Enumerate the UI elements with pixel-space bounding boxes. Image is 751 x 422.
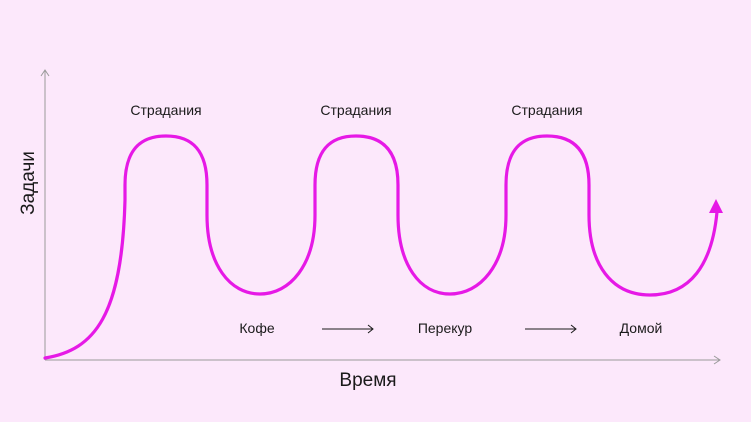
x-axis-title: Время	[339, 370, 396, 391]
y-axis-title: Задачи	[18, 151, 39, 215]
peak-label-2: Страдания	[320, 102, 391, 118]
step-arrow-2	[525, 324, 577, 334]
peak-label-3: Страдания	[511, 102, 582, 118]
x-axis-arrowhead	[713, 355, 721, 365]
step-label-home: Домой	[620, 320, 663, 336]
curve-arrowhead	[709, 199, 723, 213]
peak-label-1: Страдания	[130, 102, 201, 118]
step-label-coffee: Кофе	[239, 320, 274, 336]
workday-curve	[43, 134, 719, 360]
step-label-break: Перекур	[418, 320, 473, 336]
step-arrow-1	[322, 324, 374, 334]
y-axis-arrowhead	[40, 69, 50, 77]
axes	[40, 69, 721, 365]
